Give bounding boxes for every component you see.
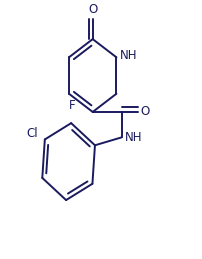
- Text: O: O: [141, 105, 150, 118]
- Text: F: F: [68, 99, 75, 112]
- Text: NH: NH: [119, 49, 137, 62]
- Text: NH: NH: [125, 131, 142, 144]
- Text: Cl: Cl: [26, 127, 38, 140]
- Text: O: O: [88, 3, 97, 16]
